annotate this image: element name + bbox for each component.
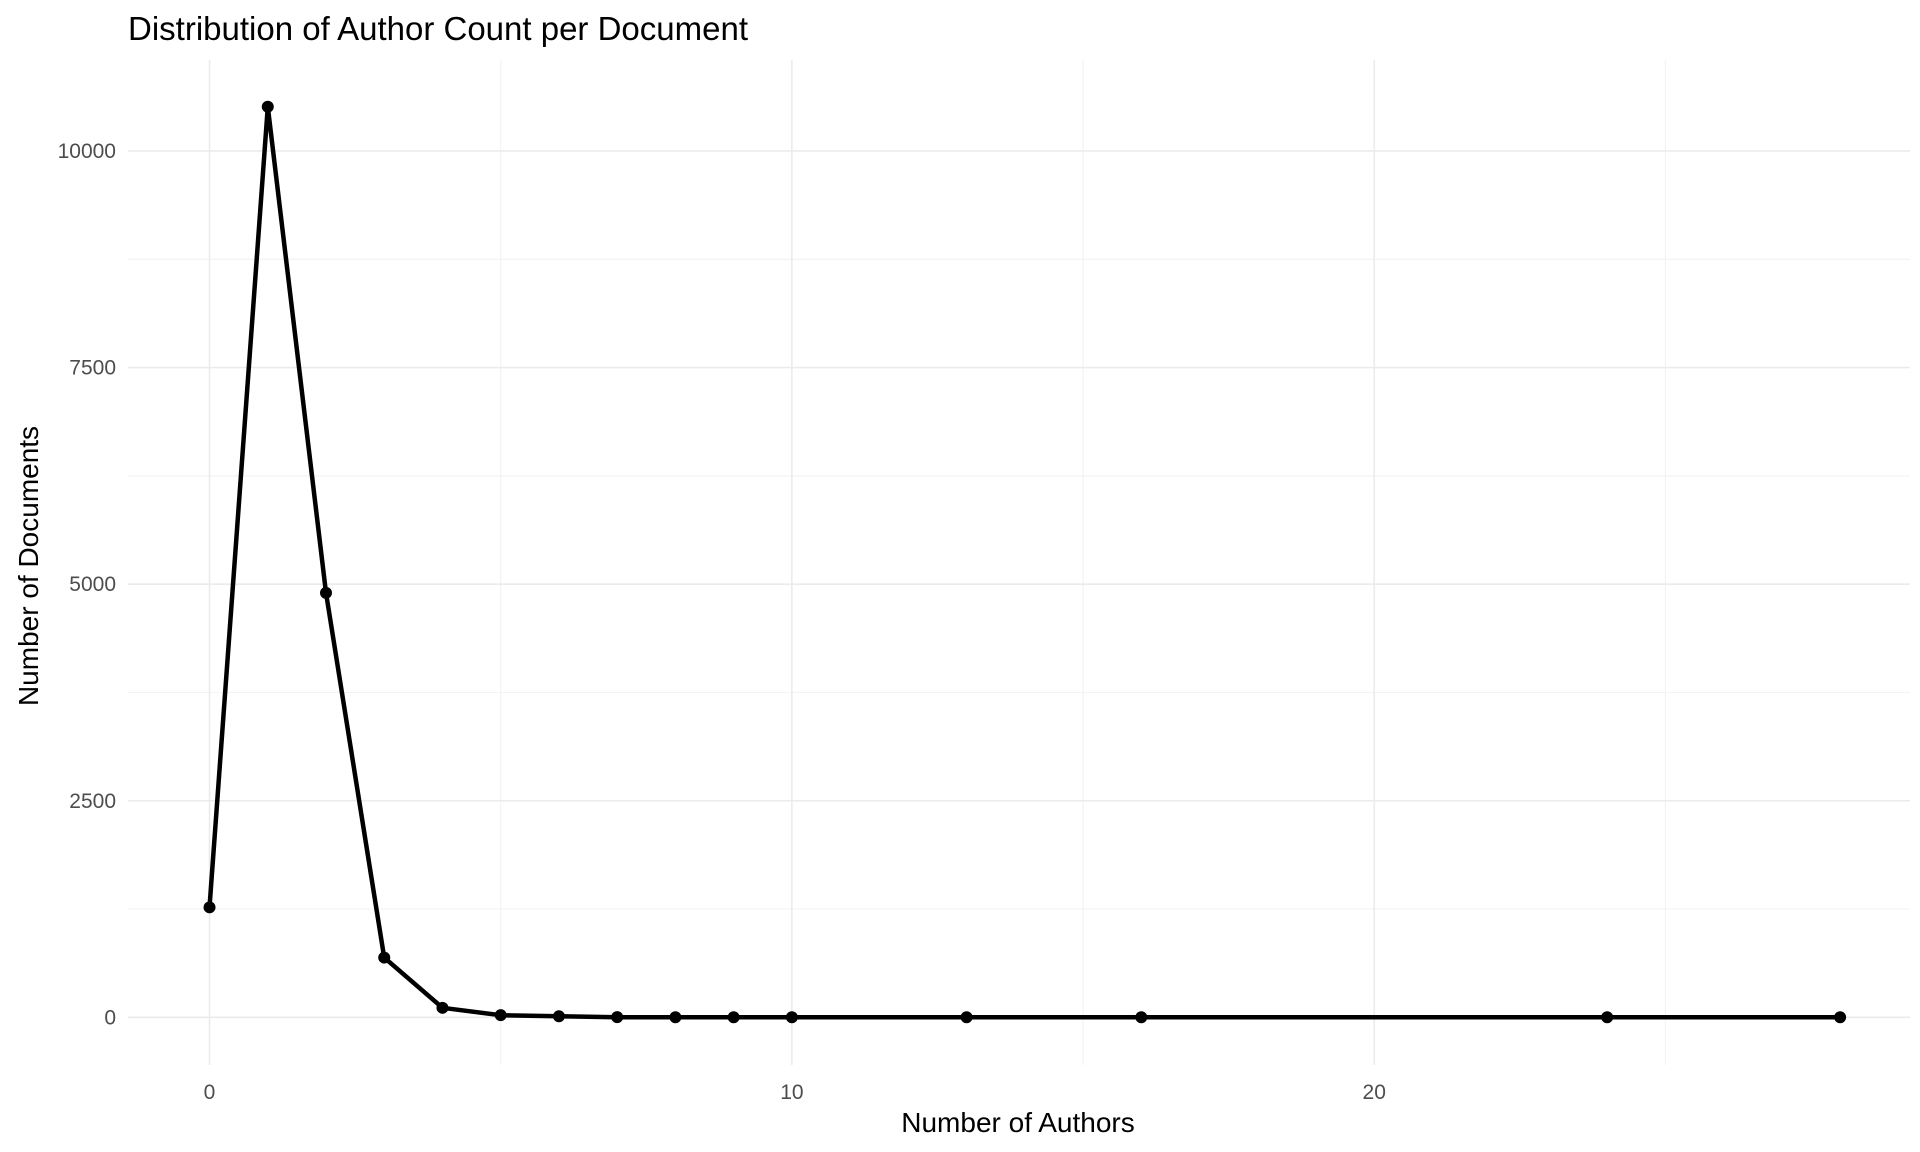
data-point-0-2 <box>320 586 332 599</box>
data-point-0-6 <box>552 1010 565 1023</box>
data-point-0-10 <box>785 1011 798 1024</box>
chart-title: Distribution of Author Count per Documen… <box>128 10 748 47</box>
data-point-0-9 <box>727 1011 740 1024</box>
data-point-0-0 <box>203 901 216 914</box>
y-tick-label-4: 10000 <box>58 140 116 163</box>
data-point-0-14 <box>1834 1011 1847 1024</box>
y-tick-label-2: 5000 <box>69 573 116 596</box>
y-axis-label: Number of Documents <box>13 426 44 706</box>
x-tick-label-2: 20 <box>1363 1081 1386 1104</box>
series-line-0 <box>207 104 1843 1020</box>
data-point-0-5 <box>494 1009 507 1022</box>
y-tick-label-1: 2500 <box>69 790 116 813</box>
data-point-0-3 <box>378 951 391 964</box>
y-axis-ticks: 0 2500 5000 7500 10000 <box>58 140 116 1029</box>
data-point-0-4 <box>436 1001 449 1014</box>
x-axis-ticks: 0 10 20 <box>204 1081 1386 1104</box>
y-tick-label-0: 0 <box>104 1006 116 1029</box>
gridlines <box>128 60 1910 1065</box>
data-point-0-11 <box>960 1011 973 1024</box>
data-point-0-7 <box>611 1011 624 1024</box>
data-point-0-1 <box>261 100 274 113</box>
y-tick-label-3: 7500 <box>69 357 116 380</box>
data-point-0-8 <box>669 1011 682 1024</box>
x-tick-label-1: 10 <box>780 1081 803 1104</box>
data-point-0-12 <box>1135 1011 1148 1024</box>
x-tick-label-0: 0 <box>204 1081 216 1104</box>
x-axis-label: Number of Authors <box>901 1107 1134 1138</box>
data-point-0-13 <box>1601 1011 1614 1024</box>
data-series <box>203 100 1847 1024</box>
